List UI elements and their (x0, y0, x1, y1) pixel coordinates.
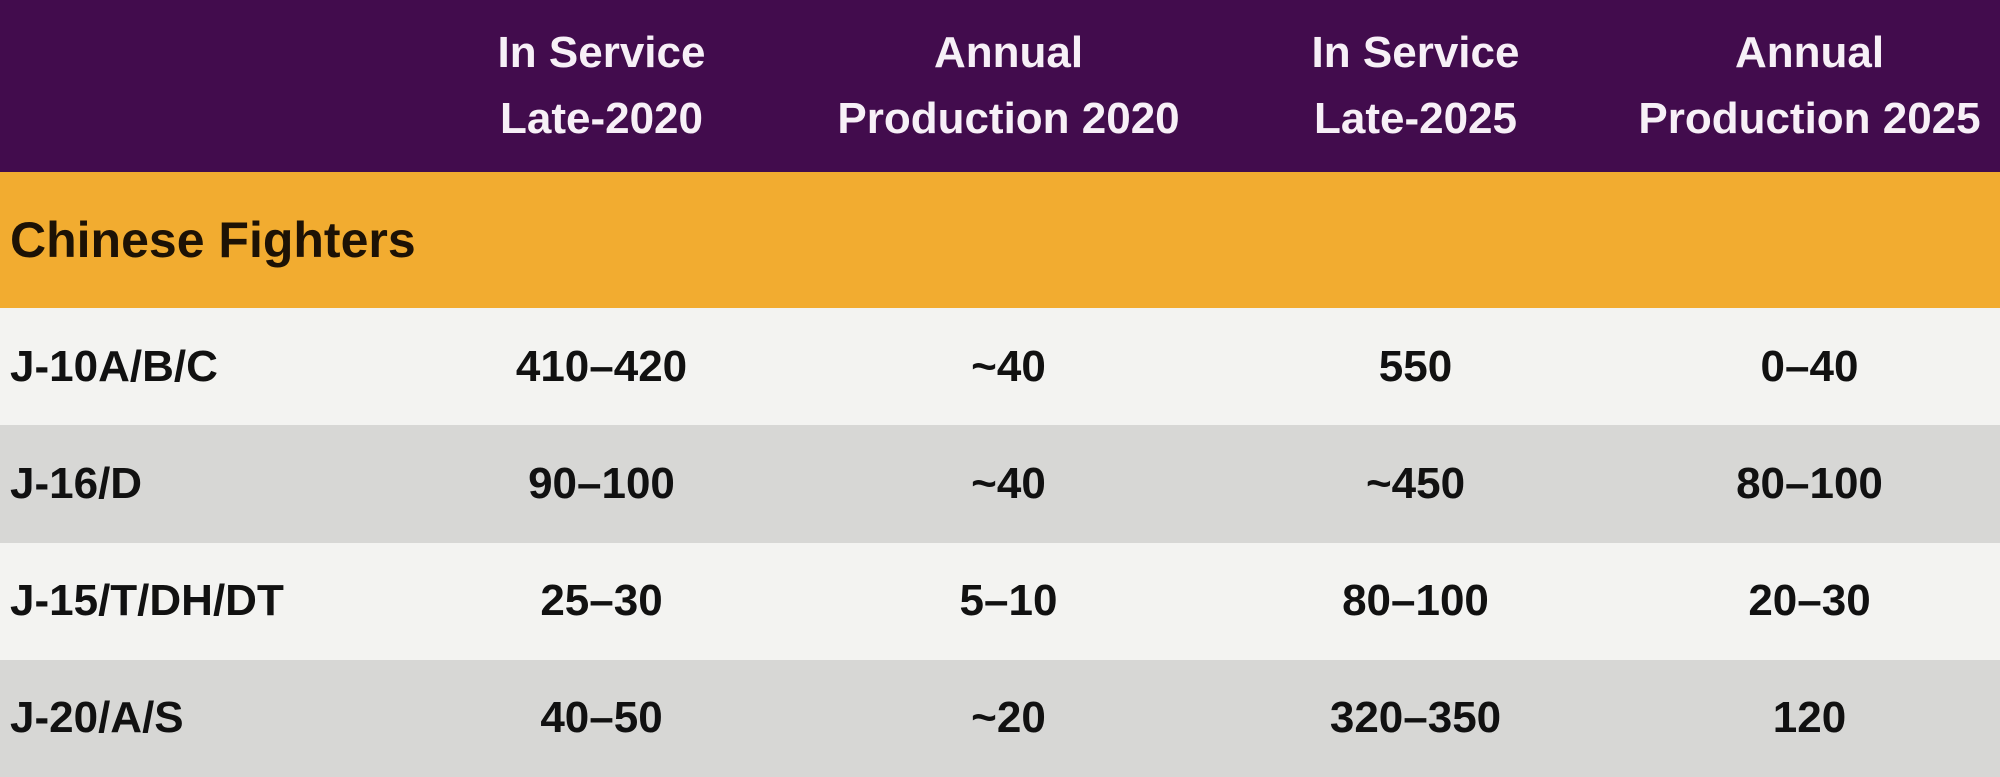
cell-annual-production-2020: ~20 (971, 693, 1046, 743)
cell-annual-production-2020: ~40 (971, 341, 1046, 391)
cell-in-service-2020: 25–30 (540, 576, 663, 626)
cell-annual-production-2025: 120 (1772, 693, 1847, 743)
cell-in-service-2025: ~450 (1365, 458, 1466, 508)
cell-annual-production-2020: 5–10 (959, 576, 1058, 626)
section-header-row: Chinese Fighters (0, 172, 2000, 308)
table-header-row: In Service Late-2020 Annual Production 2… (0, 0, 2000, 172)
table-row-j15: J-15/T/DH/DT 25–30 5–10 80–100 20–30 (0, 542, 2000, 660)
column-header-line: Late-2020 (499, 94, 703, 143)
table-row-j16: J-16/D 90–100 ~40 ~450 80–100 (0, 425, 2000, 543)
column-header-line: Annual (1734, 28, 1885, 77)
cell-in-service-2025: 80–100 (1342, 576, 1489, 626)
cell-in-service-2020: 90–100 (528, 458, 675, 508)
column-header-line: Late-2025 (1313, 94, 1517, 143)
column-header-in-service-2025: In Service Late-2025 (1212, 20, 1619, 152)
cell-in-service-2025: 550 (1378, 341, 1453, 391)
column-header-line: Production 2025 (1638, 94, 1981, 143)
table-row-j10: J-10A/B/C 410–420 ~40 550 0–40 (0, 308, 2000, 426)
row-label: J-10A/B/C (10, 341, 218, 391)
column-header-in-service-2020: In Service Late-2020 (398, 20, 805, 152)
row-label: J-20/A/S (10, 693, 184, 743)
cell-in-service-2020: 410–420 (515, 341, 688, 391)
row-label: J-16/D (10, 458, 143, 508)
column-header-annual-production-2020: Annual Production 2020 (805, 20, 1212, 152)
column-header-line: Production 2020 (837, 94, 1180, 143)
cell-annual-production-2025: 80–100 (1736, 458, 1883, 508)
cell-in-service-2020: 40–50 (540, 693, 663, 743)
cell-annual-production-2020: ~40 (971, 458, 1046, 508)
table-row-j20: J-20/A/S 40–50 ~20 320–350 120 (0, 659, 2000, 777)
cell-in-service-2025: 320–350 (1329, 693, 1502, 743)
column-header-annual-production-2025: Annual Production 2025 (1619, 20, 2000, 152)
column-header-line: Annual (933, 28, 1084, 77)
cell-annual-production-2025: 0–40 (1760, 341, 1859, 391)
section-title: Chinese Fighters (10, 212, 416, 268)
row-label: J-15/T/DH/DT (10, 576, 284, 626)
cell-annual-production-2025: 20–30 (1748, 576, 1871, 626)
column-header-line: In Service (1311, 28, 1520, 77)
column-header-line: In Service (497, 28, 706, 77)
